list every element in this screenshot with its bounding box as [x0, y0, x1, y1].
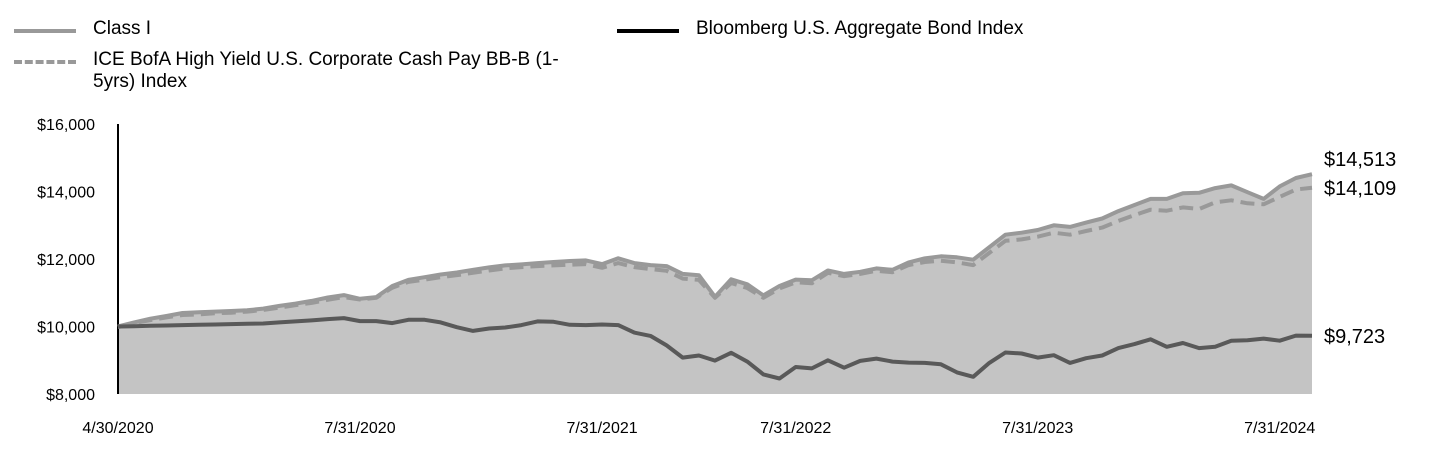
label-layer: $14,513 $14,109 $9,723 [1324, 149, 1396, 348]
series-area-fill [118, 174, 1312, 394]
area-layer [118, 174, 1312, 394]
x-tick-label: 7/31/2024 [1244, 420, 1315, 437]
x-tick-label: 7/31/2022 [760, 420, 831, 437]
legend-swatch-solid-grey [14, 29, 76, 33]
x-tick-label: 7/31/2020 [324, 420, 395, 437]
legend-item-class-i: Class I [14, 18, 151, 40]
series-line-ice-index [117, 185, 1313, 330]
end-value-label: $14,513 [1324, 149, 1396, 171]
x-tick-label: 4/30/2020 [82, 420, 153, 437]
end-value-label: $9,723 [1324, 326, 1385, 348]
series-line-bloomberg-index [117, 316, 1313, 381]
end-value-label: $14,109 [1324, 178, 1396, 200]
line-layer [117, 172, 1313, 381]
legend-label: Bloomberg U.S. Aggregate Bond Index [696, 18, 1024, 39]
legend-swatch-dashed-grey [14, 60, 76, 64]
y-tick-label: $12,000 [37, 252, 95, 269]
legend: Class I ICE BofA High Yield U.S. Corpora… [0, 0, 1440, 110]
legend-item-bloomberg-index: Bloomberg U.S. Aggregate Bond Index [617, 18, 1023, 40]
axis-layer: $8,000 $10,000 $12,000 $14,000 $16,000 4/30/2… [37, 117, 1315, 437]
y-tick-label: $16,000 [37, 117, 95, 134]
legend-swatch-solid-black [617, 29, 679, 33]
legend-label: ICE BofA High Yield U.S. Corporate Cash … [93, 49, 559, 92]
x-tick-label: 7/31/2021 [566, 420, 637, 437]
legend-label: Class I [93, 18, 152, 39]
x-tick-label: 7/31/2023 [1002, 420, 1073, 437]
y-tick-label: $10,000 [37, 320, 95, 337]
y-tick-label: $8,000 [46, 387, 95, 404]
y-tick-label: $14,000 [37, 185, 95, 202]
legend-item-ice-index: ICE BofA High Yield U.S. Corporate Cash … [14, 49, 614, 93]
